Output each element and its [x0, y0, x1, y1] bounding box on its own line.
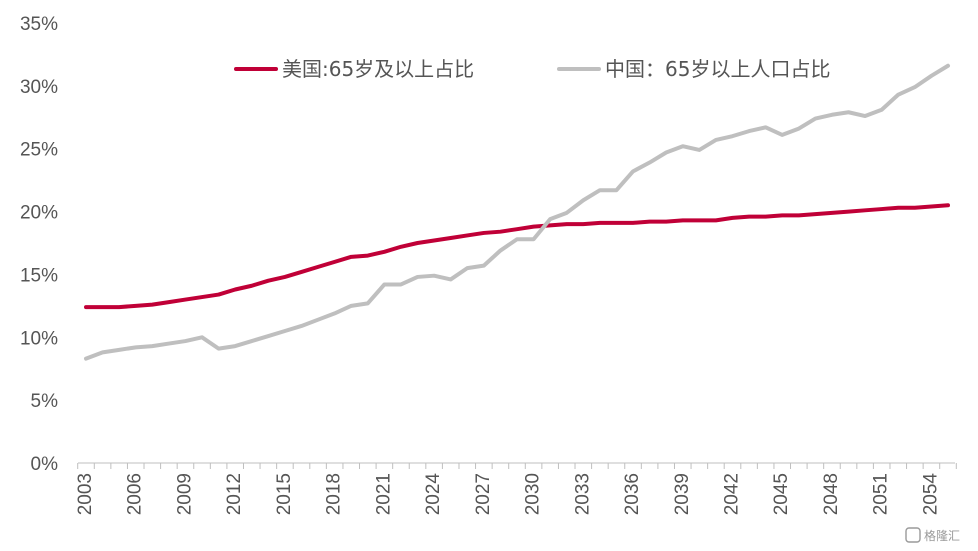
y-axis-ticks: 0% 5% 10% 15% 20% 25% 30% 35%	[20, 14, 58, 475]
x-tick-label: 2039	[672, 473, 693, 515]
x-tick-label: 2045	[771, 473, 792, 515]
x-tick-label: 2033	[572, 473, 593, 515]
series-line-usa	[84, 203, 950, 310]
x-tick-label: 2018	[324, 473, 345, 515]
x-tick-label: 2003	[75, 473, 96, 515]
x-tick-label: 2048	[821, 473, 842, 515]
legend: 美国:65岁及以上占比 中国：65岁以上人口占比	[234, 57, 830, 81]
x-tick-label: 2051	[871, 473, 892, 515]
y-tick-label: 0%	[31, 454, 59, 475]
x-tick-label: 2009	[174, 473, 195, 515]
series-line-china	[84, 63, 950, 361]
y-tick-label: 25%	[20, 140, 58, 161]
x-tick-label: 2012	[224, 473, 245, 515]
x-tick-label: 2006	[125, 473, 146, 515]
x-tick-label: 2015	[274, 473, 295, 515]
x-tick-label: 2036	[622, 473, 643, 515]
x-tick-label: 2042	[722, 473, 743, 515]
x-axis-tick-labels: 2003 2006 2009 2012 2015 2018 2021 2024 2027 2030…	[75, 473, 941, 516]
legend-label-usa: 美国:65岁及以上占比	[282, 57, 474, 81]
x-axis-tick-marks	[77, 463, 957, 469]
y-tick-label: 10%	[20, 328, 58, 349]
watermark: 格隆汇	[905, 527, 960, 543]
x-tick-label: 2021	[373, 473, 394, 515]
x-tick-label: 2030	[523, 473, 544, 515]
series-lines	[84, 63, 950, 361]
y-tick-label: 5%	[31, 391, 59, 412]
y-tick-label: 30%	[20, 77, 58, 98]
x-tick-label: 2024	[423, 473, 444, 516]
y-tick-label: 15%	[20, 265, 58, 286]
legend-label-china: 中国：65岁以上人口占比	[605, 57, 830, 81]
x-tick-label: 2027	[473, 473, 494, 515]
y-tick-label: 35%	[20, 14, 58, 35]
watermark-label: 格隆汇	[924, 528, 960, 543]
y-tick-label: 20%	[20, 203, 58, 224]
watermark-logo-icon	[905, 527, 921, 543]
x-tick-label: 2054	[920, 473, 941, 516]
